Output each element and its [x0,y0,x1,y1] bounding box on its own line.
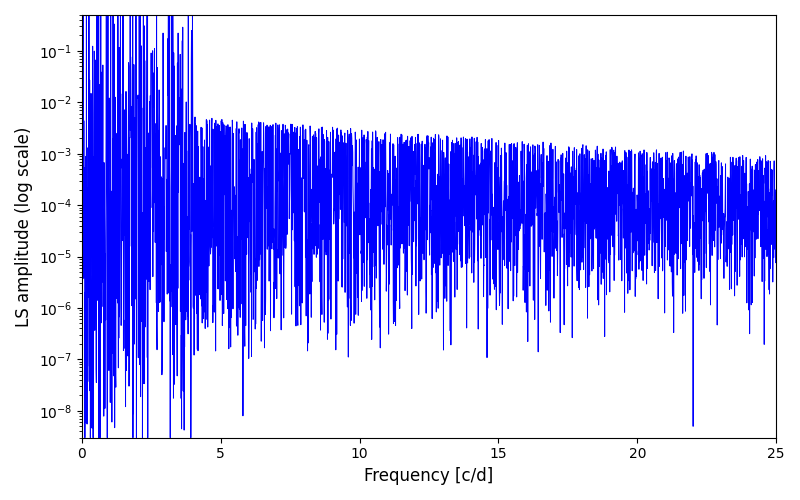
Y-axis label: LS amplitude (log scale): LS amplitude (log scale) [15,126,33,326]
X-axis label: Frequency [c/d]: Frequency [c/d] [364,467,494,485]
